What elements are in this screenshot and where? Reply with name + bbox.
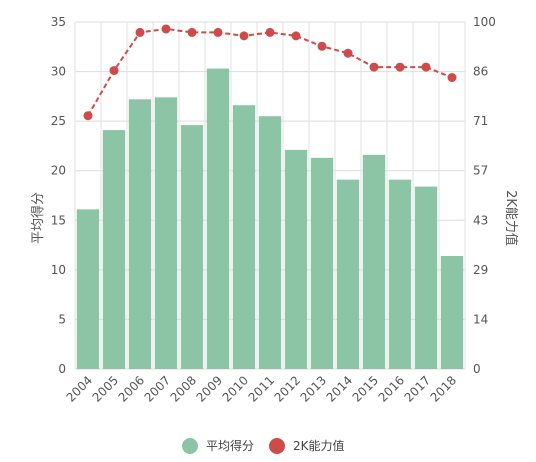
left-axis-ticks: 0 5 10 15 20 25 30 35 <box>51 15 66 376</box>
right-tick-label: 29 <box>473 263 488 277</box>
left-tick-label: 10 <box>51 263 66 277</box>
x-tick-label: 2011 <box>246 373 277 404</box>
bar-2009 <box>206 68 230 370</box>
bar-2006 <box>128 99 152 370</box>
legend-swatch-bar <box>182 438 198 454</box>
line-point-2015 <box>369 62 379 72</box>
x-tick-label: 2004 <box>64 373 95 404</box>
x-axis-ticks: 2004200520062007200820092010201120122013… <box>64 373 459 404</box>
line-point-2010 <box>239 31 249 41</box>
x-tick-label: 2017 <box>402 373 433 404</box>
left-tick-label: 0 <box>58 362 66 376</box>
x-tick-label: 2005 <box>90 373 121 404</box>
bar-2018 <box>440 255 464 369</box>
left-tick-label: 30 <box>51 65 66 79</box>
x-tick-label: 2016 <box>376 373 407 404</box>
x-tick-label: 2014 <box>324 373 355 404</box>
bar-2005 <box>102 130 126 369</box>
x-tick-label: 2008 <box>168 373 199 404</box>
right-tick-label: 57 <box>473 164 488 178</box>
line-point-2014 <box>343 48 353 58</box>
x-tick-label: 2010 <box>220 373 251 404</box>
right-tick-label: 43 <box>473 213 488 227</box>
bar-2017 <box>414 186 438 369</box>
right-tick-label: 100 <box>473 15 496 29</box>
legend: 平均得分 2K能力值 <box>182 438 345 454</box>
line-point-2005 <box>109 66 119 76</box>
x-tick-label: 2013 <box>298 373 329 404</box>
line-point-2009 <box>213 27 223 37</box>
line-point-2018 <box>447 73 457 83</box>
line-point-2007 <box>161 24 171 34</box>
x-tick-label: 2018 <box>428 373 459 404</box>
line-point-2011 <box>265 27 275 37</box>
bar-2004 <box>76 209 100 369</box>
right-tick-label: 14 <box>473 312 488 326</box>
line-point-2006 <box>135 27 145 37</box>
left-tick-label: 15 <box>51 213 66 227</box>
left-tick-label: 25 <box>51 114 66 128</box>
bar-series <box>76 68 464 370</box>
legend-label-bar: 平均得分 <box>206 438 254 453</box>
x-tick-label: 2012 <box>272 373 303 404</box>
line-series <box>83 24 457 121</box>
right-tick-label: 86 <box>473 65 488 79</box>
line-path <box>87 27 453 117</box>
legend-label-line: 2K能力值 <box>293 438 345 453</box>
left-tick-label: 20 <box>51 164 66 178</box>
bar-2010 <box>232 105 256 369</box>
bar-2007 <box>154 97 178 369</box>
line-point-2016 <box>395 62 405 72</box>
line-point-2017 <box>421 62 431 72</box>
x-tick-label: 2015 <box>350 373 381 404</box>
left-axis-title: 平均得分 <box>30 192 46 244</box>
legend-swatch-line <box>269 438 285 454</box>
line-point-2012 <box>291 31 301 41</box>
bar-2014 <box>336 179 360 369</box>
left-tick-label: 5 <box>58 312 66 326</box>
right-axis-ticks: 0 14 29 43 57 71 86 100 <box>473 15 496 376</box>
bar-2011 <box>258 116 282 369</box>
left-tick-label: 35 <box>51 15 66 29</box>
bar-2008 <box>180 125 204 369</box>
bar-2015 <box>362 154 386 369</box>
right-axis-title: 2K能力值 <box>503 190 519 246</box>
bar-2016 <box>388 179 412 369</box>
bar-2012 <box>284 149 308 369</box>
line-point-2004 <box>83 111 93 121</box>
x-tick-label: 2006 <box>116 373 147 404</box>
x-tick-label: 2007 <box>142 373 173 404</box>
bar-2013 <box>310 157 334 369</box>
line-point-2008 <box>187 27 197 37</box>
right-tick-label: 71 <box>473 114 488 128</box>
right-tick-label: 0 <box>473 362 481 376</box>
x-tick-label: 2009 <box>194 373 225 404</box>
line-point-2013 <box>317 41 327 51</box>
